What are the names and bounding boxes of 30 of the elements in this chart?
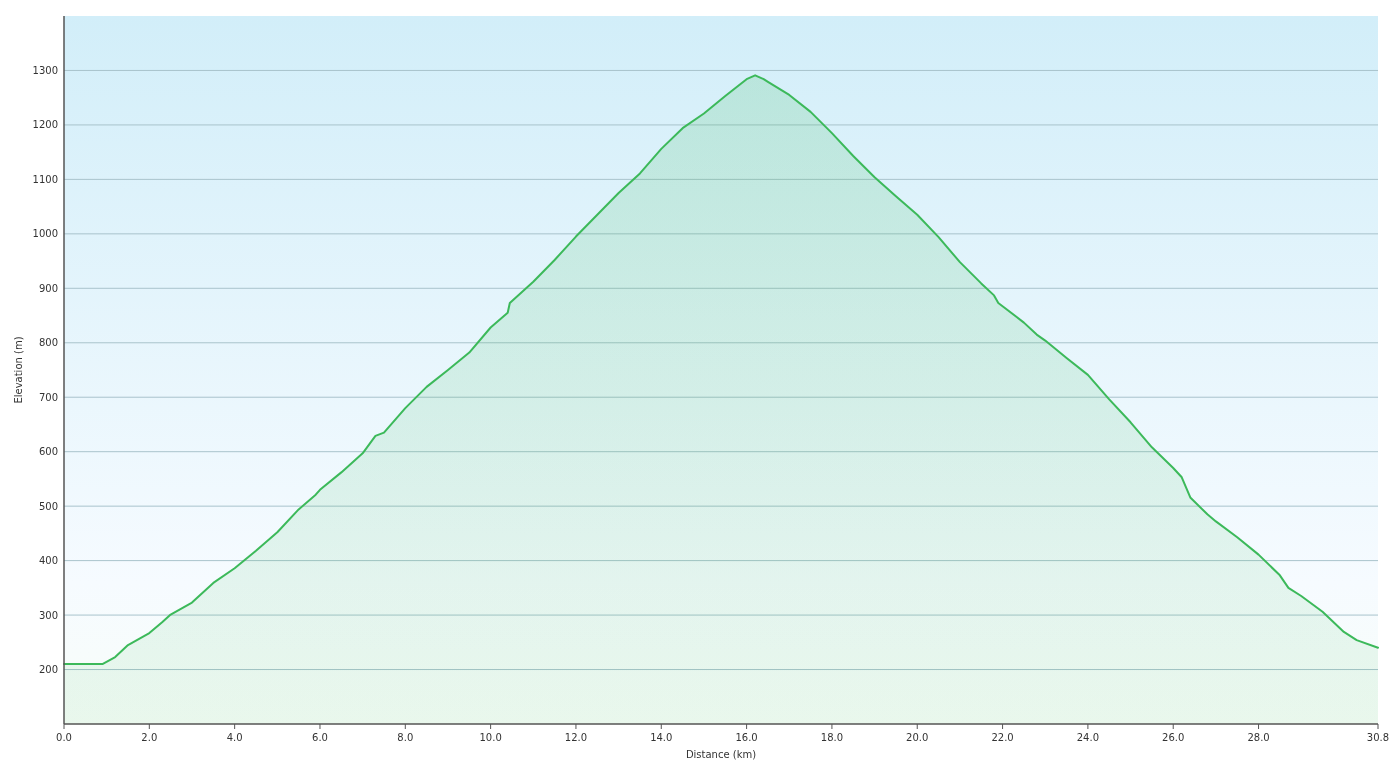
y-tick-label: 300	[38, 609, 58, 621]
x-tick-label: 30.8	[1366, 732, 1390, 743]
x-tick-label: 14.0	[650, 732, 673, 743]
y-axis-title: Elevation (m)	[13, 336, 24, 404]
y-tick-label: 400	[38, 555, 58, 567]
x-tick-label: 0.0	[56, 732, 72, 743]
x-tick-label: 18.0	[820, 732, 844, 743]
y-tick-label: 1200	[32, 119, 58, 131]
y-tick-label: 700	[38, 391, 58, 403]
y-tick-label: 1300	[32, 64, 58, 76]
y-tick-label: 800	[38, 337, 58, 349]
x-tick-label: 28.0	[1247, 732, 1270, 743]
x-tick-label: 2.0	[141, 732, 158, 743]
x-tick-label: 24.0	[1076, 732, 1100, 743]
x-tick-label: 22.0	[991, 732, 1014, 743]
x-tick-label: 4.0	[226, 732, 243, 743]
y-tick-label: 600	[38, 446, 58, 458]
y-tick-label: 200	[38, 664, 58, 676]
y-tick-label: 900	[38, 282, 58, 294]
x-axis-title: Distance (km)	[685, 749, 757, 760]
x-tick-label: 8.0	[397, 732, 414, 743]
x-tick-label: 26.0	[1162, 732, 1185, 743]
x-tick-label: 16.0	[735, 732, 758, 743]
x-tick-label: 20.0	[906, 732, 929, 743]
y-tick-label: 1100	[32, 173, 58, 185]
y-tick-label: 500	[38, 500, 58, 512]
x-tick-label: 6.0	[312, 732, 328, 743]
x-tick-label: 12.0	[564, 732, 588, 743]
x-tick-label: 10.0	[479, 732, 502, 743]
y-tick-label: 1000	[32, 228, 58, 240]
